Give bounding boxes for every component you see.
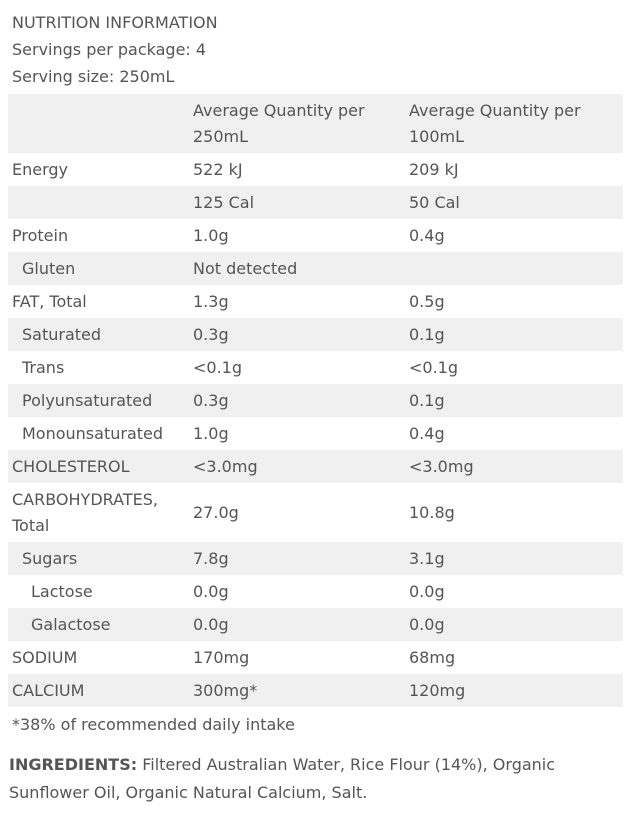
per-serving: 1.0g — [193, 225, 229, 245]
per-serving: 170mg — [193, 647, 250, 667]
nutrient-label: Lactose — [31, 581, 93, 601]
per-100ml: 0.0g — [405, 608, 623, 641]
per-serving: 27.0g — [193, 502, 239, 522]
per-serving: <0.1g — [193, 357, 243, 377]
nutrient-row: Galactose 0.0g 0.0g — [8, 608, 623, 641]
title: NUTRITION INFORMATION — [12, 13, 218, 32]
per-serving: 300mg* — [189, 674, 405, 707]
per-100ml: 10.8g — [409, 502, 455, 522]
header-cell — [8, 94, 189, 153]
header-row: Average Quantity per 250mL Average Quanti… — [8, 94, 623, 153]
per-100ml: <0.1g — [409, 357, 459, 377]
column-header: Average Quantity per 250mL — [189, 94, 405, 153]
per-100ml — [405, 252, 623, 285]
nutrient-row: CARBOHYDRATES, Total 27.0g 10.8g — [8, 483, 623, 542]
per-serving: 125 Cal — [189, 186, 405, 219]
per-serving: 0.0g — [193, 581, 229, 601]
nutrient-label: SODIUM — [12, 647, 78, 667]
per-serving: 1.3g — [193, 291, 229, 311]
nutrient-row: Gluten Not detected — [8, 252, 623, 285]
per-100ml: 120mg — [405, 674, 623, 707]
nutrient-row: Saturated 0.3g 0.1g — [8, 318, 623, 351]
per-100ml: 209 kJ — [409, 159, 459, 179]
nutrient-row: Trans <0.1g <0.1g — [8, 351, 623, 384]
column-header: Average Quantity per 100mL — [405, 94, 623, 153]
nutrient-row: CALCIUM 300mg* 120mg — [8, 674, 623, 707]
per-serving: 7.8g — [189, 542, 405, 575]
per-100ml: <3.0mg — [405, 450, 623, 483]
per-serving: 1.0g — [193, 423, 229, 443]
nutrient-label: Protein — [12, 225, 69, 245]
nutrient-label: FAT, Total — [12, 291, 87, 311]
nutrient-label: CARBOHYDRATES, Total — [12, 489, 158, 535]
nutrient-label: Trans — [22, 357, 65, 377]
per-100ml: 0.5g — [409, 291, 445, 311]
nutrient-row: Sugars 7.8g 3.1g — [8, 542, 623, 575]
nutrient-label: Polyunsaturated — [8, 384, 189, 417]
serving-size: Serving size: 250mL — [12, 67, 175, 86]
nutrient-label — [8, 186, 189, 219]
ingredients: INGREDIENTS: Filtered Australian Water, … — [9, 751, 609, 807]
nutrient-row: Protein 1.0g 0.4g — [8, 219, 623, 252]
per-100ml: 0.4g — [409, 225, 445, 245]
nutrient-row: Energy 522 kJ 209 kJ — [8, 153, 623, 186]
per-serving: 0.0g — [189, 608, 405, 641]
nutrient-label: Monounsaturated — [22, 423, 164, 443]
nutrient-label: Gluten — [8, 252, 189, 285]
nutrient-label: CALCIUM — [8, 674, 189, 707]
nutrient-row: CHOLESTEROL <3.0mg <3.0mg — [8, 450, 623, 483]
nutrition-table: Average Quantity per 250mL Average Quanti… — [8, 94, 623, 707]
per-serving: 522 kJ — [193, 159, 243, 179]
per-100ml: 0.1g — [405, 384, 623, 417]
nutrient-label: Energy — [12, 159, 69, 179]
per-100ml: 0.4g — [409, 423, 445, 443]
nutrient-row: SODIUM 170mg 68mg — [8, 641, 623, 674]
nutrient-row: Monounsaturated 1.0g 0.4g — [8, 417, 623, 450]
nutrient-label: Galactose — [8, 608, 189, 641]
per-serving: 0.3g — [189, 384, 405, 417]
per-100ml: 50 Cal — [405, 186, 623, 219]
nutrient-label: Saturated — [8, 318, 189, 351]
footnote: *38% of recommended daily intake — [12, 715, 295, 734]
per-100ml: 0.0g — [409, 581, 445, 601]
nutrient-label: CHOLESTEROL — [8, 450, 189, 483]
per-serving: <3.0mg — [189, 450, 405, 483]
per-serving: Not detected — [189, 252, 405, 285]
nutrient-row: Polyunsaturated 0.3g 0.1g — [8, 384, 623, 417]
per-100ml: 0.1g — [405, 318, 623, 351]
servings: Servings per package: 4 — [12, 40, 207, 59]
nutrient-row: 125 Cal 50 Cal — [8, 186, 623, 219]
per-serving: 0.3g — [189, 318, 405, 351]
nutrient-row: FAT, Total 1.3g 0.5g — [8, 285, 623, 318]
per-100ml: 3.1g — [405, 542, 623, 575]
per-100ml: 68mg — [409, 647, 456, 667]
ingredients-text: Filtered Australian Water, Rice Flour (1… — [9, 755, 556, 802]
nutrient-label: Sugars — [8, 542, 189, 575]
nutrient-row: Lactose 0.0g 0.0g — [8, 575, 623, 608]
ingredients-label: INGREDIENTS: — [9, 755, 138, 774]
